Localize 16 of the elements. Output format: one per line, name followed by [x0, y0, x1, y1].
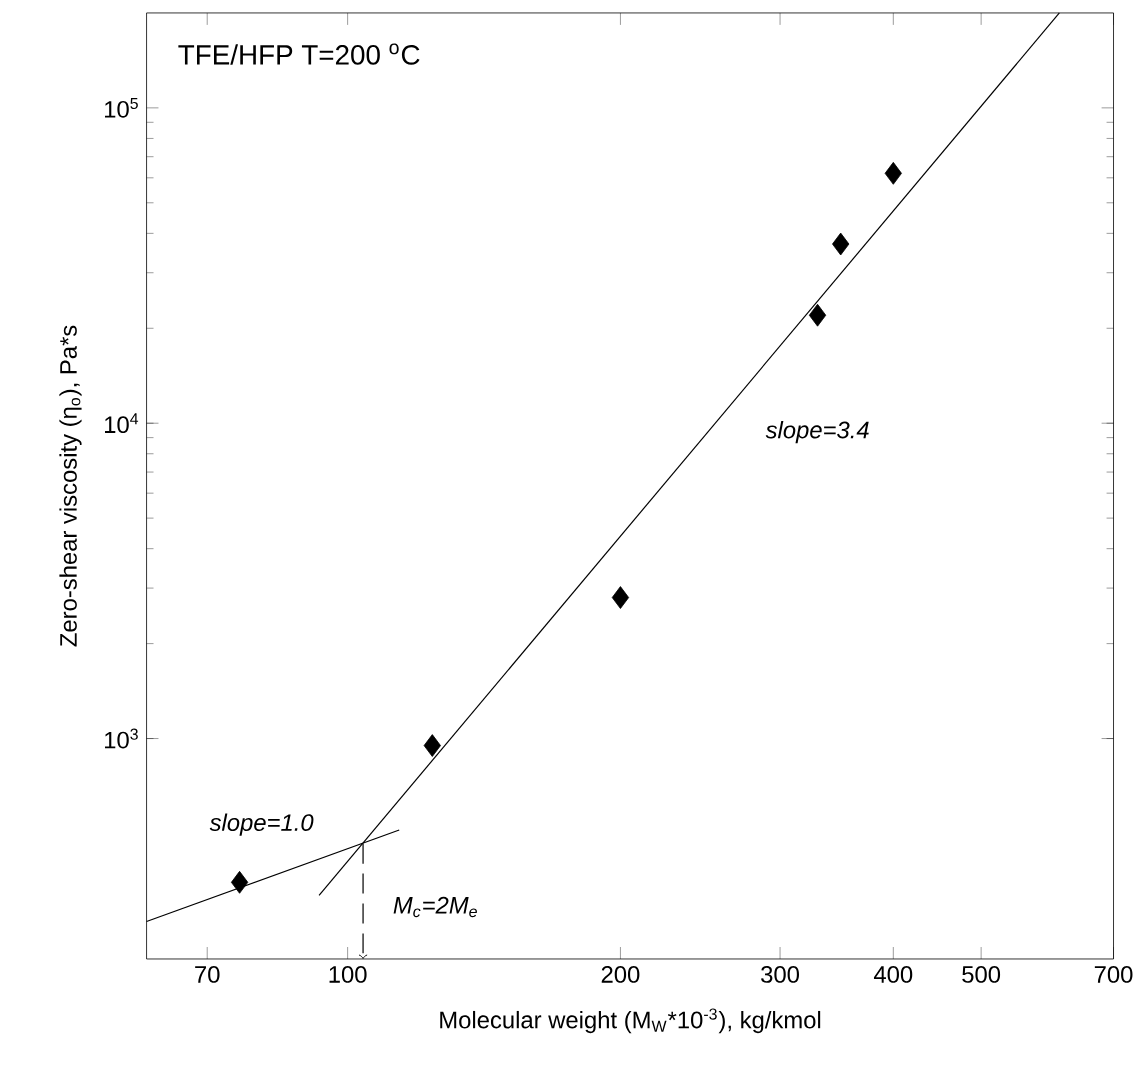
x-tick-label: 200 — [601, 966, 640, 984]
x-tick-label: 500 — [962, 966, 1001, 984]
text: TFE/HFP T=200 $^{o}$C — [178, 43, 420, 65]
x-axis-title: Molecular weight (M$_{W}$*10$^{-3}$), kg/kmol — [440, 1008, 821, 1034]
x-tick-label: 70 — [195, 966, 220, 984]
x-tick-label: 400 — [873, 966, 913, 984]
y-tick-label: 10$^{5}$ — [105, 98, 138, 118]
y-tick-label: 10$^{4}$ — [105, 413, 139, 434]
annotation: M$_{c}$=2M$_{e}$ — [393, 896, 477, 918]
annotation: slope=1.0 — [209, 813, 314, 836]
y-axis-title: Zero-shear viscosity (η$_{o}$), Pa*s — [59, 325, 82, 647]
x-tick-label: 700 — [1094, 966, 1133, 984]
x-tick-label: 300 — [761, 966, 800, 984]
annotation: slope=3.4 — [765, 421, 869, 444]
x-tick-label: 100 — [329, 966, 367, 984]
y-tick-label: 10$^{3}$ — [105, 728, 138, 749]
